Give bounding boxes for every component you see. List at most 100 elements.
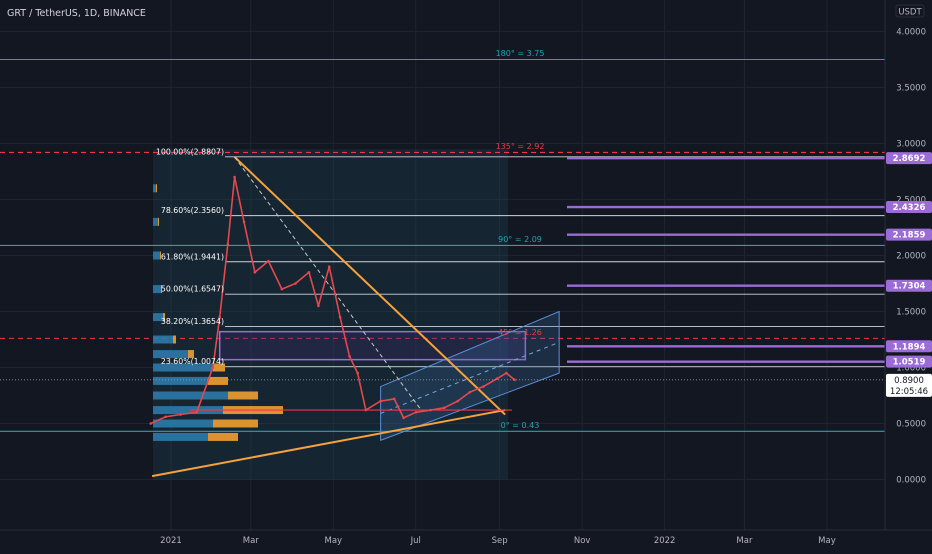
volume-profile-bar-orange	[228, 391, 258, 400]
price-point	[211, 366, 215, 369]
price-point	[317, 304, 320, 308]
volume-profile-bar-orange	[213, 419, 258, 428]
y-tick-label: 3.0000	[896, 140, 926, 150]
price-point	[402, 416, 405, 420]
target-price-label: 2.1859	[893, 231, 926, 241]
price-point	[429, 408, 432, 412]
y-tick-label: 0.5000	[896, 420, 926, 430]
price-point	[513, 378, 516, 382]
triangle-lower-trendline[interactable]	[151, 409, 506, 478]
bar-countdown-label: 12:05:46	[890, 387, 928, 397]
consolidation-box[interactable]	[218, 330, 527, 361]
volume-profile-bar-orange	[208, 376, 228, 385]
gann-level-label: 45° = 1.26	[498, 328, 542, 337]
price-point	[356, 371, 359, 375]
price-point	[307, 271, 311, 274]
target-price-badge[interactable]	[886, 228, 932, 241]
volume-profile-bar-orange	[213, 363, 225, 372]
y-tick-label: 1.5000	[896, 308, 926, 318]
channel-midline	[380, 341, 560, 414]
triangle-upper-trendline[interactable]	[233, 156, 506, 416]
price-point	[364, 408, 368, 412]
y-tick-label: 2.5000	[896, 196, 926, 206]
y-tick-label: 0.0000	[896, 476, 926, 486]
volume-profile-bar-blue	[153, 313, 163, 322]
target-price-label: 2.8692	[893, 154, 926, 164]
volume-profile-bar-orange	[208, 432, 238, 441]
price-point	[164, 415, 167, 419]
target-price-label: 1.0519	[893, 358, 926, 368]
price-point	[253, 271, 257, 274]
price-point	[442, 406, 446, 410]
volume-profile-bar-blue	[153, 419, 213, 428]
price-point	[280, 287, 284, 291]
fib-level-label: 50.00%(1.6547)	[161, 285, 224, 294]
x-tick-label: 2021	[160, 536, 182, 546]
price-point	[456, 399, 460, 403]
price-point	[195, 411, 198, 414]
analysis-range-box[interactable]	[153, 149, 508, 480]
target-price-badge[interactable]	[886, 201, 932, 214]
target-price-label: 2.4326	[893, 203, 926, 213]
x-tick-label: Jul	[410, 536, 421, 546]
volume-profile-bar-blue	[153, 391, 228, 400]
price-point	[327, 265, 331, 269]
price-point	[226, 243, 230, 246]
volume-profile-bar-blue	[153, 251, 160, 260]
price-point	[495, 377, 499, 381]
fib-level-label: 61.80%(1.9441)	[161, 252, 224, 261]
price-point	[242, 220, 246, 224]
x-tick-label: Sep	[492, 536, 508, 546]
gann-level-label: 90° = 2.09	[498, 235, 542, 244]
x-tick-label: May	[325, 536, 343, 546]
price-axis-panel[interactable]	[885, 0, 932, 530]
volume-profile-bar-orange	[161, 285, 162, 294]
current-price-label: 0.8900	[894, 376, 924, 386]
price-point	[338, 315, 342, 319]
x-tick-label: Mar	[243, 536, 260, 546]
y-tick-label: 4.0000	[896, 28, 926, 38]
symbol-title[interactable]: GRT / TetherUS, 1D, BINANCE	[7, 8, 146, 19]
price-point	[267, 259, 270, 263]
currency-badge[interactable]	[895, 4, 925, 18]
fib-level-label: 78.60%(2.3560)	[161, 206, 224, 215]
price-point	[392, 397, 396, 401]
price-line[interactable]	[150, 176, 516, 425]
gann-level-label: 135° = 2.92	[496, 142, 545, 151]
price-point	[294, 282, 297, 285]
parallel-channel[interactable]	[380, 310, 560, 442]
target-price-badge[interactable]	[886, 152, 932, 165]
volume-profile-bar-blue	[153, 363, 213, 372]
volume-profile-bar-blue	[153, 335, 173, 344]
price-point	[233, 175, 236, 179]
volume-profile-bar-orange	[163, 313, 165, 322]
target-price-label: 1.7304	[893, 282, 926, 292]
current-price-badge[interactable]	[886, 373, 932, 397]
x-tick-label: Nov	[574, 536, 591, 546]
y-tick-label: 1.0000	[896, 364, 926, 374]
volume-profile-bar-blue	[153, 217, 158, 226]
y-tick-label: 3.5000	[896, 84, 926, 94]
target-price-label: 1.1894	[893, 342, 926, 352]
fib-level-label: 100.00%(2.8807)	[156, 147, 224, 156]
volume-profile-bar-blue	[153, 376, 208, 385]
x-tick-label: May	[818, 536, 836, 546]
fib-level-label: 38.20%(1.3654)	[161, 317, 224, 326]
target-price-badge[interactable]	[886, 340, 932, 353]
volume-profile-bar-blue	[153, 432, 208, 441]
target-price-badge[interactable]	[886, 355, 932, 368]
volume-profile-bar-orange	[160, 251, 161, 260]
price-point	[379, 399, 382, 403]
currency-label: USDT	[898, 8, 922, 18]
price-point	[179, 413, 182, 416]
gann-level-label: 180° = 3.75	[496, 49, 545, 58]
volume-profile-bar-blue	[153, 350, 188, 359]
price-point	[482, 385, 485, 388]
volume-profile-bar-blue	[153, 285, 161, 294]
volume-profile-bar-orange	[188, 350, 194, 359]
target-price-badge[interactable]	[886, 279, 932, 292]
price-point	[149, 422, 153, 425]
